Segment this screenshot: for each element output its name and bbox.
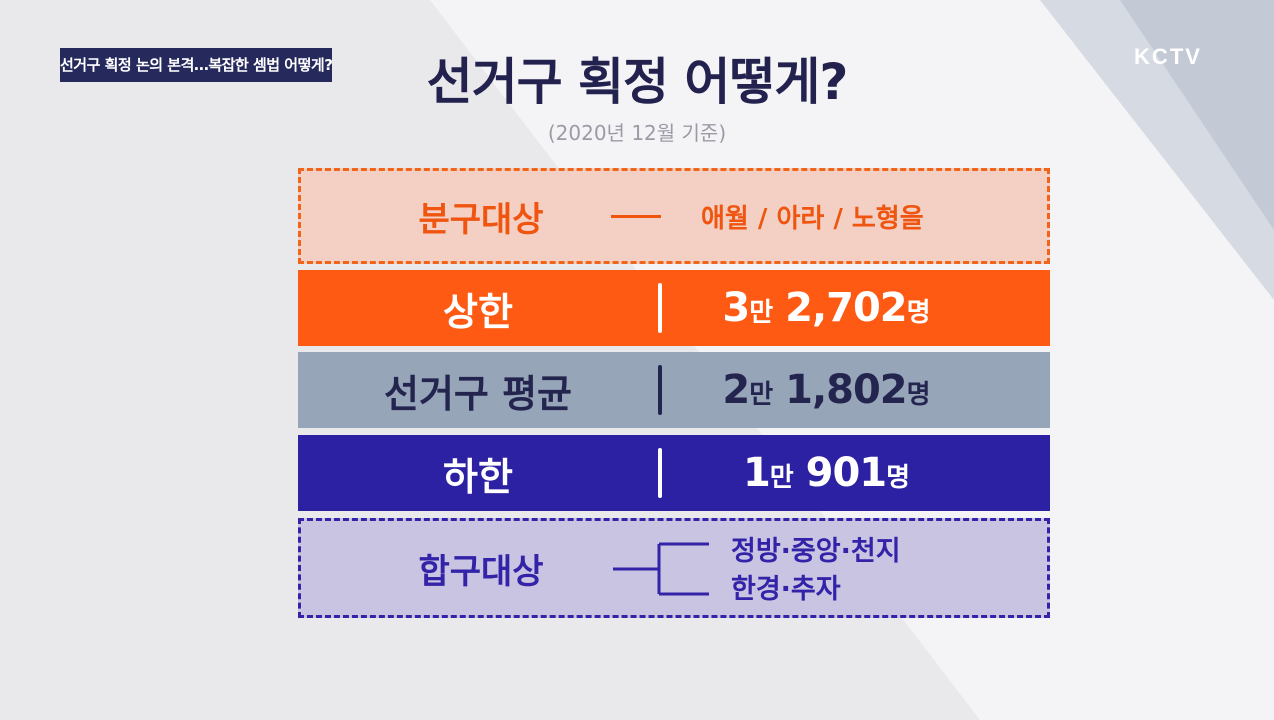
merge-districts: 정방·중앙·천지 한경·추자 bbox=[731, 533, 901, 609]
merge-district-line-2: 한경·추자 bbox=[731, 574, 841, 605]
page-title: 선거구 획정 어떻게? bbox=[426, 53, 849, 111]
upper-limit-label: 상한 bbox=[443, 289, 513, 334]
channel-logo: KCTV bbox=[1134, 44, 1202, 69]
merge-label: 합구대상 bbox=[418, 551, 544, 592]
merge-district-line-1: 정방·중앙·천지 bbox=[731, 536, 901, 567]
lower-limit-label: 하한 bbox=[443, 454, 513, 499]
lower-limit-value: 1만 901명 bbox=[742, 450, 910, 496]
upper-limit-value: 3만 2,702명 bbox=[722, 285, 930, 331]
page-subtitle: (2020년 12월 기준) bbox=[547, 121, 727, 145]
merge-target-box: 합구대상 정방·중앙·천지 한경·추자 bbox=[298, 518, 1050, 618]
lower-limit-row: 하한 1만 901명 bbox=[298, 435, 1050, 511]
split-connector bbox=[611, 215, 661, 218]
row-divider bbox=[658, 448, 662, 498]
split-target-box: 분구대상 애월 / 아라 / 노형을 bbox=[298, 168, 1050, 264]
news-ticker: 선거구 획정 논의 본격…복잡한 셈법 어떻게? bbox=[60, 48, 332, 82]
average-value: 2만 1,802명 bbox=[722, 367, 930, 413]
row-divider bbox=[658, 365, 662, 415]
average-label: 선거구 평균 bbox=[383, 371, 573, 416]
average-row: 선거구 평균 2만 1,802명 bbox=[298, 352, 1050, 428]
upper-limit-row: 상한 3만 2,702명 bbox=[298, 270, 1050, 346]
split-districts: 애월 / 아라 / 노형을 bbox=[701, 203, 924, 234]
bracket-connector bbox=[613, 542, 709, 596]
row-divider bbox=[658, 283, 662, 333]
split-label: 분구대상 bbox=[418, 199, 544, 240]
